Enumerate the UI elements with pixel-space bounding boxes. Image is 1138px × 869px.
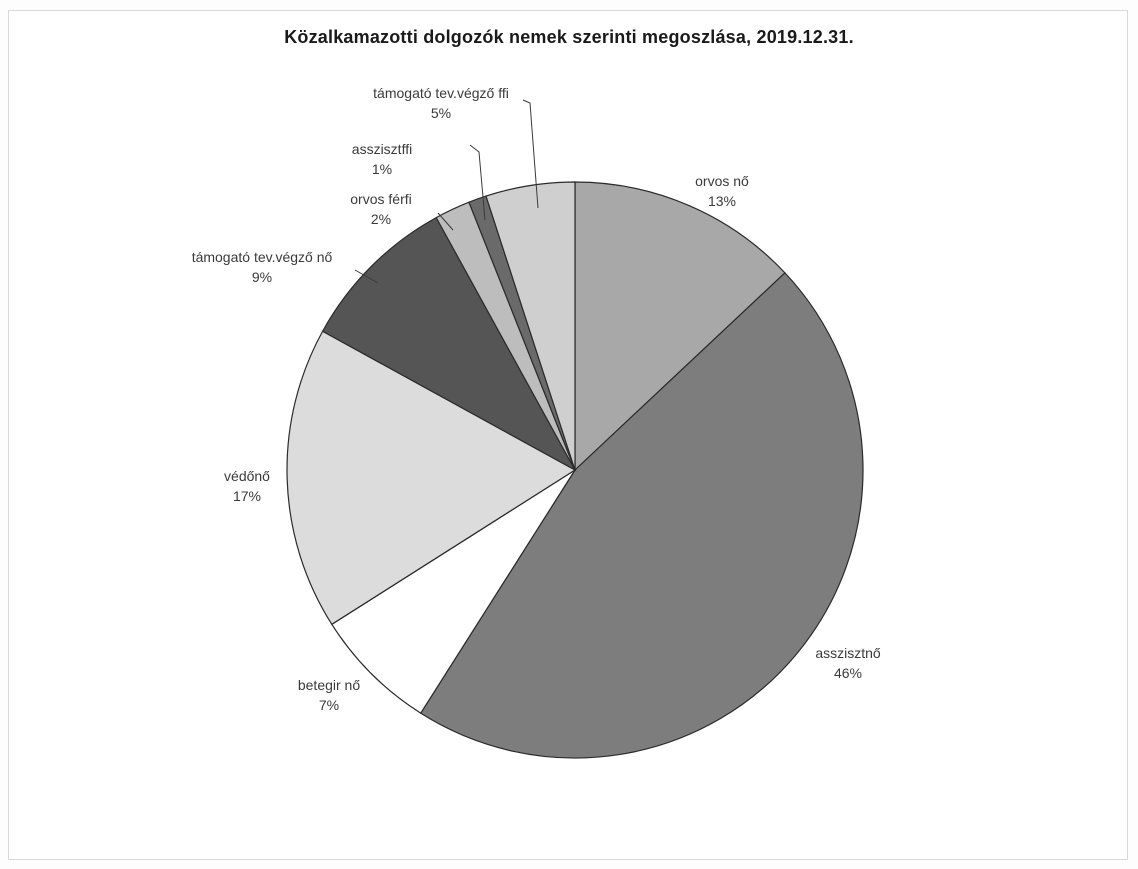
slice-label-name: betegir nő [298,677,360,693]
slice-label-name: orvos férfi [350,191,411,207]
labels-layer: orvos nő 13% asszisztnő 46% betegir nő 7% védő… [192,85,881,713]
slice-label-name: védőnő [224,468,270,484]
leader-line [437,212,454,231]
pie-slice-orvos-n- [574,181,786,472]
slice-label-percent: 13% [708,193,736,209]
slice-label-name: orvos nő [695,173,749,189]
slice-label-name: asszisztffi [352,141,412,157]
slice-label-percent: 9% [252,269,272,285]
slice-label-name: támogató tev.végző ffi [373,85,509,101]
slice-label-percent: 46% [834,665,862,681]
slice-label-percent: 7% [319,697,339,713]
pie-slice-v-d-n- [286,330,577,626]
slice-label-name: támogató tev.végző nő [192,249,333,265]
slice-label-percent: 1% [372,161,392,177]
leader-line [354,269,379,284]
leader-line [522,99,539,209]
slice-label-percent: 2% [371,211,391,227]
pie-slice-t-mogat-tev-v-gz-n- [321,216,577,472]
slice-label-percent: 17% [233,488,261,504]
slice-label-percent: 5% [431,105,451,121]
slice-label-name: asszisztnő [815,645,881,661]
leader-line [469,144,486,221]
leader-lines-layer [354,99,539,284]
pie-slice-t-mogat-tev-v-gz-ffi [485,181,576,471]
chart-title: Közalkamazotti dolgozók nemek szerinti m… [284,27,854,47]
slices-layer [286,181,864,759]
pie-slice-asszisztn- [419,272,864,759]
pie-slice-betegir-n- [331,469,576,714]
